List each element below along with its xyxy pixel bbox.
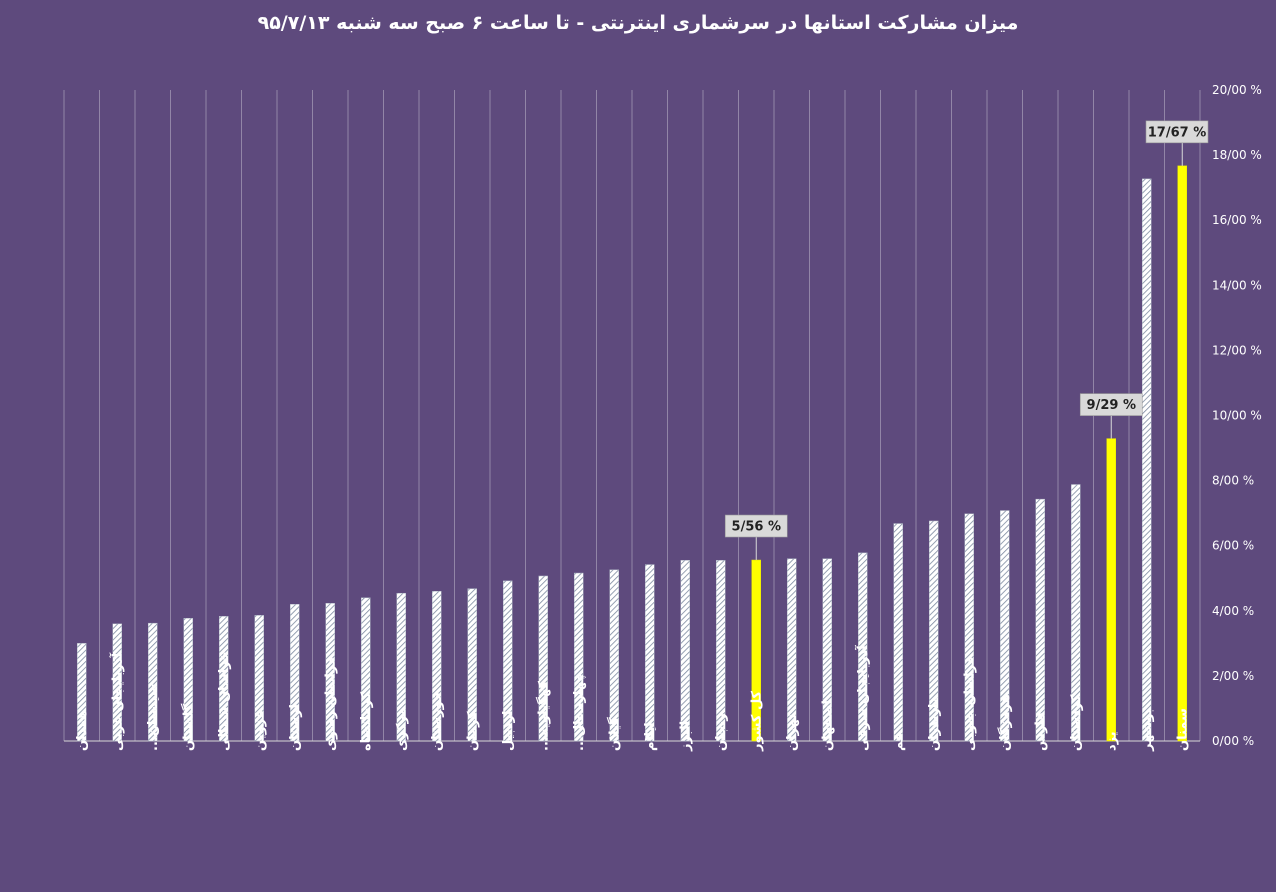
bar <box>538 575 548 742</box>
bar <box>396 592 406 742</box>
bar <box>1142 178 1152 742</box>
bar <box>716 560 726 742</box>
data-label: 17/67 % <box>1148 125 1206 140</box>
y-tick-label: 16/00 % <box>1212 213 1262 227</box>
bar <box>964 513 974 742</box>
bar <box>183 618 193 742</box>
bar <box>680 560 690 742</box>
y-tick-label: 0/00 % <box>1212 734 1254 748</box>
x-tick-label: مرکزی <box>394 707 409 751</box>
x-tick-label: اردبیل <box>501 711 516 751</box>
bar <box>893 523 903 742</box>
bar <box>325 603 335 742</box>
y-tick-label: 2/00 % <box>1212 669 1254 683</box>
x-tick-label: خراسان شمالی <box>217 651 232 751</box>
bar <box>467 588 477 742</box>
x-tick-label: کهگیلویه... <box>535 681 551 751</box>
data-label-box <box>1079 393 1143 416</box>
x-tick-label: مازندران <box>927 695 942 751</box>
bar <box>219 616 229 742</box>
bar <box>822 558 832 742</box>
bar <box>432 591 442 742</box>
bar <box>290 604 300 742</box>
bar <box>112 623 122 742</box>
x-tick-label: کردستان <box>1069 694 1084 751</box>
x-tick-label: آذربایجان غربی <box>108 652 125 751</box>
x-tick-label: گیلان <box>606 717 622 751</box>
bar <box>787 558 797 742</box>
x-tick-label: کرمانشاه <box>359 691 374 751</box>
x-tick-label: خراسان جنوبی <box>962 655 977 751</box>
y-tick-label: 8/00 % <box>1212 474 1254 488</box>
data-label: 9/29 % <box>1087 398 1136 413</box>
data-label-box <box>724 514 788 538</box>
x-tick-label: یزد <box>1104 731 1119 751</box>
x-tick-label: البرز <box>678 721 693 752</box>
x-tick-label: تهران <box>785 714 800 751</box>
chart-title: میزان مشارکت استانها در سرشماری اینترنتی… <box>257 12 1019 34</box>
bar <box>148 622 158 742</box>
bar <box>77 643 87 742</box>
bar <box>1177 165 1187 742</box>
x-tick-label: فارس <box>1033 712 1048 751</box>
x-tick-label: خوزستان <box>430 692 445 751</box>
x-tick-label: چهارمحال... <box>572 672 587 751</box>
x-tick-label: قم <box>891 732 906 751</box>
x-tick-label: سیستان... <box>146 684 161 751</box>
bar <box>858 552 868 742</box>
x-tick-label: کرمان <box>465 711 480 751</box>
bar <box>1035 498 1045 742</box>
bar <box>254 615 264 742</box>
data-label: 5/56 % <box>732 520 781 535</box>
x-tick-label: اصفهان <box>820 700 835 751</box>
x-tick-label: کل کشور <box>749 690 764 752</box>
y-tick-label: 12/00 % <box>1212 343 1262 357</box>
x-tick-label: قزوین <box>252 710 267 751</box>
bar <box>361 597 371 742</box>
x-tick-label: زنجان <box>714 713 729 751</box>
bar <box>929 520 939 742</box>
bar <box>574 572 584 742</box>
x-tick-label: بوشهر <box>1140 709 1155 753</box>
y-tick-label: 4/00 % <box>1212 604 1254 618</box>
y-tick-label: 6/00 % <box>1212 539 1254 553</box>
x-tick-label: سمنان <box>1175 708 1190 751</box>
bar <box>645 564 655 742</box>
bar <box>1071 484 1081 742</box>
bar <box>1000 510 1010 742</box>
bar <box>503 580 513 742</box>
x-tick-label: لرستان <box>288 704 303 751</box>
x-tick-label: خراسان رضوی <box>323 656 338 751</box>
y-tick-label: 14/00 % <box>1212 278 1262 292</box>
bar <box>1106 438 1116 742</box>
data-label-box <box>1145 120 1209 144</box>
x-tick-label: همدان <box>75 710 90 751</box>
x-tick-label: آذربایجان شرقی <box>854 645 871 751</box>
x-tick-label: گلستان <box>180 703 196 751</box>
bar <box>609 569 619 742</box>
x-tick-label: هرمزگان <box>997 694 1013 751</box>
y-tick-label: 20/00 % <box>1212 83 1262 97</box>
y-tick-label: 18/00 % <box>1212 148 1262 162</box>
y-tick-label: 10/00 % <box>1212 409 1262 423</box>
x-tick-label: ایلام <box>643 722 658 751</box>
